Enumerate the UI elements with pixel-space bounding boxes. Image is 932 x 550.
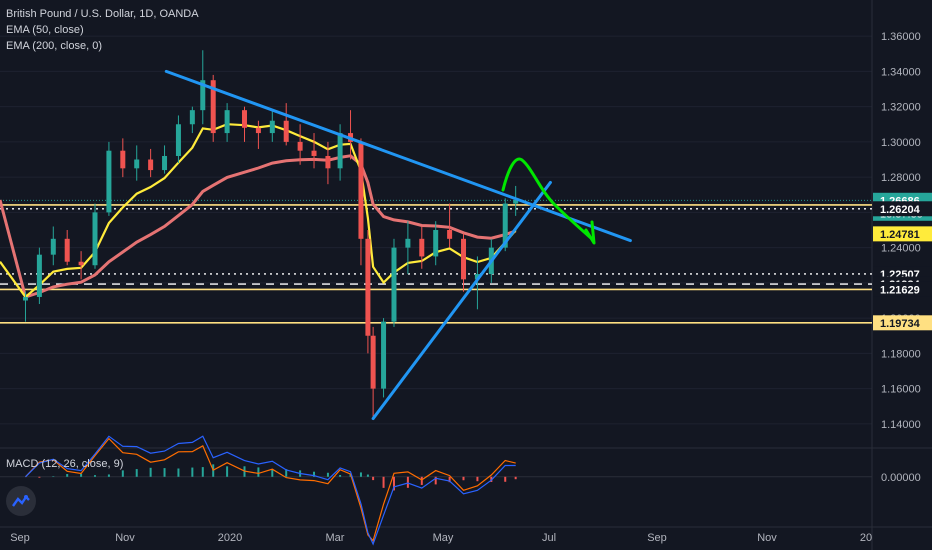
time-tick-label: 20: [860, 532, 872, 544]
candle-body: [50, 238, 56, 255]
price-label: 1.26204: [880, 204, 921, 216]
trendline-ascending-support: [371, 180, 552, 421]
macd-tick-label: 0.00000: [881, 472, 921, 484]
candle-body: [134, 159, 140, 169]
candle-body: [78, 261, 84, 266]
time-tick-label: Sep: [10, 532, 30, 544]
price-label-bg: [873, 315, 932, 331]
candle-body: [513, 200, 519, 204]
time-tick-label: Nov: [757, 532, 777, 544]
price-tick-label: 1.14000: [881, 419, 921, 431]
time-tick-label: Jul: [542, 532, 556, 544]
time-tick-label: Nov: [115, 532, 135, 544]
candle-body: [337, 133, 343, 169]
price-label: 1.21629: [880, 284, 920, 296]
candle-body: [210, 80, 216, 134]
price-tick-label: 1.28000: [881, 172, 921, 184]
candle-body: [175, 124, 181, 156]
candles: [22, 50, 519, 419]
candle-body: [433, 230, 439, 257]
candle-body: [269, 120, 275, 134]
symbol-title[interactable]: British Pound / U.S. Dollar, 1D, OANDA: [6, 8, 199, 20]
candle-body: [474, 274, 480, 280]
projection-arrow: [501, 157, 596, 245]
price-tick-label: 1.32000: [881, 102, 921, 114]
time-tick-label: May: [433, 532, 454, 544]
candle-body: [22, 296, 28, 301]
candle-body: [419, 238, 425, 257]
candle-body: [64, 238, 70, 262]
chart-legend: British Pound / U.S. Dollar, 1D, OANDA E…: [6, 6, 199, 54]
candle-body: [106, 150, 112, 213]
price-label: 1.24781: [880, 229, 920, 241]
candle-body: [224, 110, 230, 134]
price-tick-label: 1.36000: [881, 31, 921, 43]
price-tick-label: 1.18000: [881, 348, 921, 360]
candle-body: [36, 254, 42, 297]
candle-body: [391, 247, 397, 322]
candle-body: [189, 110, 195, 125]
candle-body: [311, 150, 317, 156]
candle-body: [283, 120, 289, 142]
ema50-path: [0, 123, 517, 299]
ema200-label[interactable]: EMA (200, close, 0): [6, 40, 102, 52]
candle-body: [461, 238, 467, 280]
candle-body: [502, 203, 508, 248]
candle-body: [92, 212, 98, 266]
candle-body: [370, 335, 376, 389]
macd-signal-line: [25, 437, 516, 542]
candle-body: [365, 238, 371, 336]
price-axis: 1.360001.340001.320001.300001.280001.260…: [873, 31, 932, 484]
time-tick-label: Mar: [326, 532, 345, 544]
time-tick-label: Sep: [647, 532, 667, 544]
candle-body: [255, 127, 261, 134]
candle-body: [148, 159, 154, 171]
price-tick-label: 1.16000: [881, 384, 921, 396]
price-tick-label: 1.24000: [881, 243, 921, 255]
macd-pane: [0, 435, 872, 546]
ema200-line: [0, 154, 517, 299]
candle-body: [200, 80, 206, 111]
candle-body: [358, 141, 364, 239]
candle-body: [381, 321, 387, 389]
time-tick-label: 2020: [218, 532, 242, 544]
macd-line: [25, 435, 516, 546]
candle-body: [162, 155, 168, 171]
price-label-bg: [873, 281, 932, 297]
ema50-label[interactable]: EMA (50, close): [6, 24, 84, 36]
horizontal-levels: [0, 199, 872, 324]
price-label: 1.19734: [880, 318, 921, 330]
time-axis: Sep Nov 2020 Mar May Jul Sep Nov 20: [10, 532, 872, 544]
trendline-descending-resistance: [164, 69, 632, 243]
hand-drawn-arrow: [501, 157, 596, 245]
macd-label[interactable]: MACD (12, 26, close, 9): [6, 458, 124, 470]
ema200-path: [0, 154, 517, 299]
tradingview-logo-icon[interactable]: [6, 486, 36, 516]
candle-body: [297, 141, 303, 151]
price-tick-label: 1.34000: [881, 66, 921, 78]
candle-body: [447, 230, 453, 239]
trendlines: [164, 69, 632, 421]
price-label-bg: [873, 201, 932, 217]
candle-body: [241, 110, 247, 128]
price-tick-label: 1.30000: [881, 137, 921, 149]
price-label-bg: [873, 226, 932, 242]
ema50-line: [0, 123, 517, 299]
candle-body: [325, 155, 331, 169]
candle-body: [120, 150, 126, 169]
candle-body: [405, 238, 411, 248]
